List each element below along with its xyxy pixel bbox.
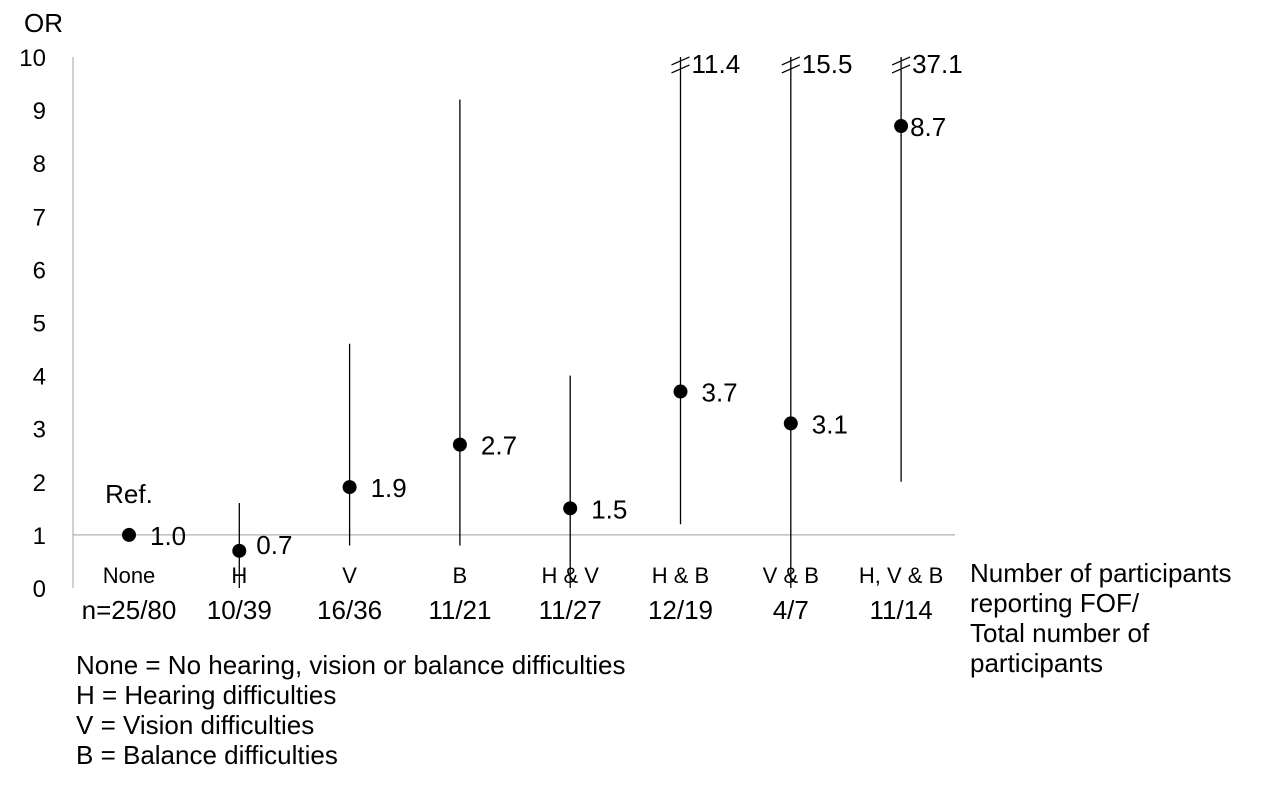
x-count-label: 11/21 [428,595,491,625]
point-estimate [894,119,909,134]
point-estimate [563,501,578,516]
y-tick-label: 3 [33,417,46,444]
point-estimate [232,543,247,558]
y-axis: 0 1 2 3 4 5 6 7 8 9 10 [19,45,74,603]
y-tick-label: 10 [19,45,46,72]
x-axis-labels: None H V B H & V H & B V & B H, V & B n=25/80 10/… [82,563,944,625]
x-count-label: 10/39 [207,595,272,625]
data-label: 1.9 [371,473,407,503]
x-count-label: 11/27 [539,595,602,625]
point-estimate [673,384,688,399]
x-category-label: V & B [763,563,819,588]
data-label: 1.5 [591,494,627,524]
axis-break-mark [781,56,801,66]
abbreviation-legend: None = No hearing, vision or balance dif… [76,650,625,770]
ci-upper-label: 11.4 [692,49,741,79]
legend-line-vision: V = Vision difficulties [76,710,315,740]
plot-area: 1.0 0.7 1.9 2.7 1.5 11.4 3.7 15.5 3.1 37.1 8.7 Ref. [73,49,963,588]
note-line: Number of participants [970,558,1232,588]
x-count-label: 16/36 [317,595,382,625]
y-tick-label: 7 [33,204,46,231]
x-count-label: 12/19 [648,595,713,625]
note-line: participants [970,648,1103,678]
legend-line-none: None = No hearing, vision or balance dif… [76,650,626,680]
ref-annotation: Ref. [105,479,153,509]
data-label: 0.7 [256,530,292,560]
axis-break-mark [891,64,911,74]
data-label: 3.7 [702,378,738,408]
y-axis-label: OR [24,8,63,38]
data-label: 3.1 [812,409,848,439]
point-estimate [783,416,798,431]
axis-break-mark [671,64,690,74]
y-tick-label: 8 [33,151,46,178]
legend-line-hearing: H = Hearing difficulties [76,680,337,710]
axis-break-mark [781,64,801,74]
y-tick-label: 5 [33,311,46,338]
data-label: 8.7 [910,112,946,142]
x-count-label: 11/14 [870,595,933,625]
point-estimate [452,437,467,452]
x-category-label: H & V [541,563,599,588]
x-category-label: H, V & B [859,563,943,588]
x-category-label: V [342,563,357,588]
x-category-label: H & B [652,563,709,588]
legend-line-balance: B = Balance difficulties [76,740,338,770]
data-label: 1.0 [150,521,186,551]
y-tick-label: 6 [33,257,46,284]
ci-upper-label: 37.1 [912,49,963,79]
y-tick-label: 4 [33,364,46,391]
axis-break-mark [671,56,690,66]
y-tick-label: 9 [33,98,46,125]
x-category-label: B [453,563,468,588]
data-label: 2.7 [481,431,517,461]
x-count-label: n=25/80 [82,595,177,625]
note-line: Total number of [970,618,1150,648]
note-line: reporting FOF/ [970,588,1140,618]
point-estimate [122,527,136,542]
y-tick-label: 2 [33,470,46,497]
point-estimate [342,480,357,495]
count-explanation-note: Number of participants reporting FOF/ To… [970,558,1232,678]
y-tick-label: 1 [33,523,46,550]
ci-upper-label: 15.5 [802,49,853,79]
axis-break-mark [891,56,911,66]
x-category-label: H [231,563,247,588]
x-count-label: 4/7 [773,595,809,625]
x-category-label: None [103,563,156,588]
y-tick-label: 0 [33,576,46,603]
